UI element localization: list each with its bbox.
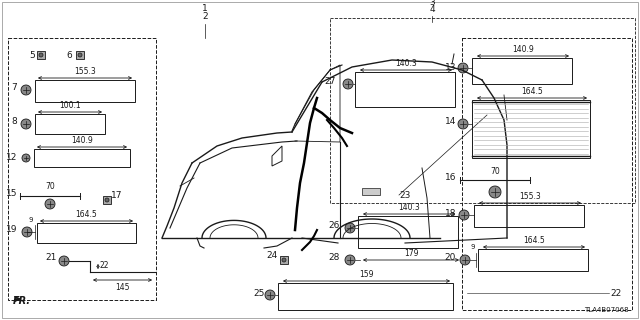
Text: 100.1: 100.1: [59, 101, 81, 110]
Text: 2: 2: [202, 12, 208, 21]
Circle shape: [345, 223, 355, 233]
Circle shape: [459, 210, 469, 220]
Text: 70: 70: [490, 167, 500, 176]
Text: 28: 28: [328, 253, 340, 262]
Text: 27: 27: [324, 77, 336, 86]
Circle shape: [343, 79, 353, 89]
Circle shape: [345, 255, 355, 265]
Text: 7: 7: [12, 84, 17, 92]
Text: 5: 5: [29, 51, 35, 60]
Text: 159: 159: [359, 270, 374, 279]
Circle shape: [39, 53, 43, 57]
Text: TLA4B07068: TLA4B07068: [584, 307, 629, 313]
Polygon shape: [76, 51, 84, 59]
Text: 3: 3: [429, 0, 435, 7]
Circle shape: [458, 63, 468, 73]
Text: 6: 6: [67, 51, 72, 60]
Circle shape: [265, 290, 275, 300]
Text: 26: 26: [328, 221, 340, 230]
Text: 21: 21: [45, 253, 57, 262]
Text: 19: 19: [6, 226, 17, 235]
Text: 22: 22: [610, 289, 621, 298]
Text: 24: 24: [267, 252, 278, 260]
Text: 140.9: 140.9: [71, 136, 93, 145]
Text: 70: 70: [45, 182, 55, 191]
Circle shape: [282, 258, 286, 262]
Text: 25: 25: [253, 289, 265, 298]
Circle shape: [22, 227, 32, 237]
Polygon shape: [37, 51, 45, 59]
Text: 164.5: 164.5: [76, 210, 97, 219]
Polygon shape: [103, 196, 111, 204]
Text: 20: 20: [445, 253, 456, 262]
Text: 140.3: 140.3: [398, 203, 420, 212]
Circle shape: [45, 199, 55, 209]
Text: 9: 9: [471, 244, 476, 250]
Text: 4: 4: [429, 5, 435, 14]
Text: 16: 16: [445, 173, 456, 182]
Text: 9: 9: [29, 217, 33, 223]
Text: FR.: FR.: [13, 296, 31, 306]
Text: 23: 23: [399, 190, 410, 199]
Text: 164.5: 164.5: [521, 87, 543, 96]
Circle shape: [489, 186, 501, 198]
Text: 140.9: 140.9: [512, 45, 534, 54]
Text: 140.3: 140.3: [395, 59, 417, 68]
Circle shape: [78, 53, 82, 57]
Circle shape: [105, 198, 109, 202]
Circle shape: [458, 119, 468, 129]
Text: 164.5: 164.5: [523, 236, 545, 245]
Text: 145: 145: [115, 283, 130, 292]
Text: 8: 8: [12, 117, 17, 126]
Text: 155.3: 155.3: [519, 192, 541, 201]
Text: 179: 179: [404, 249, 419, 258]
Circle shape: [59, 256, 69, 266]
Text: 1: 1: [202, 4, 208, 13]
Text: 155.3: 155.3: [74, 67, 96, 76]
Text: 15: 15: [6, 189, 17, 198]
Text: 18: 18: [445, 210, 456, 219]
Polygon shape: [362, 188, 380, 195]
Text: 17: 17: [111, 191, 122, 200]
Text: 12: 12: [6, 153, 17, 162]
Circle shape: [22, 154, 30, 162]
Polygon shape: [280, 256, 288, 264]
Text: 14: 14: [445, 117, 456, 126]
Circle shape: [21, 119, 31, 129]
Text: 22: 22: [100, 261, 109, 270]
Circle shape: [460, 255, 470, 265]
Circle shape: [21, 85, 31, 95]
Text: 13: 13: [445, 62, 456, 71]
